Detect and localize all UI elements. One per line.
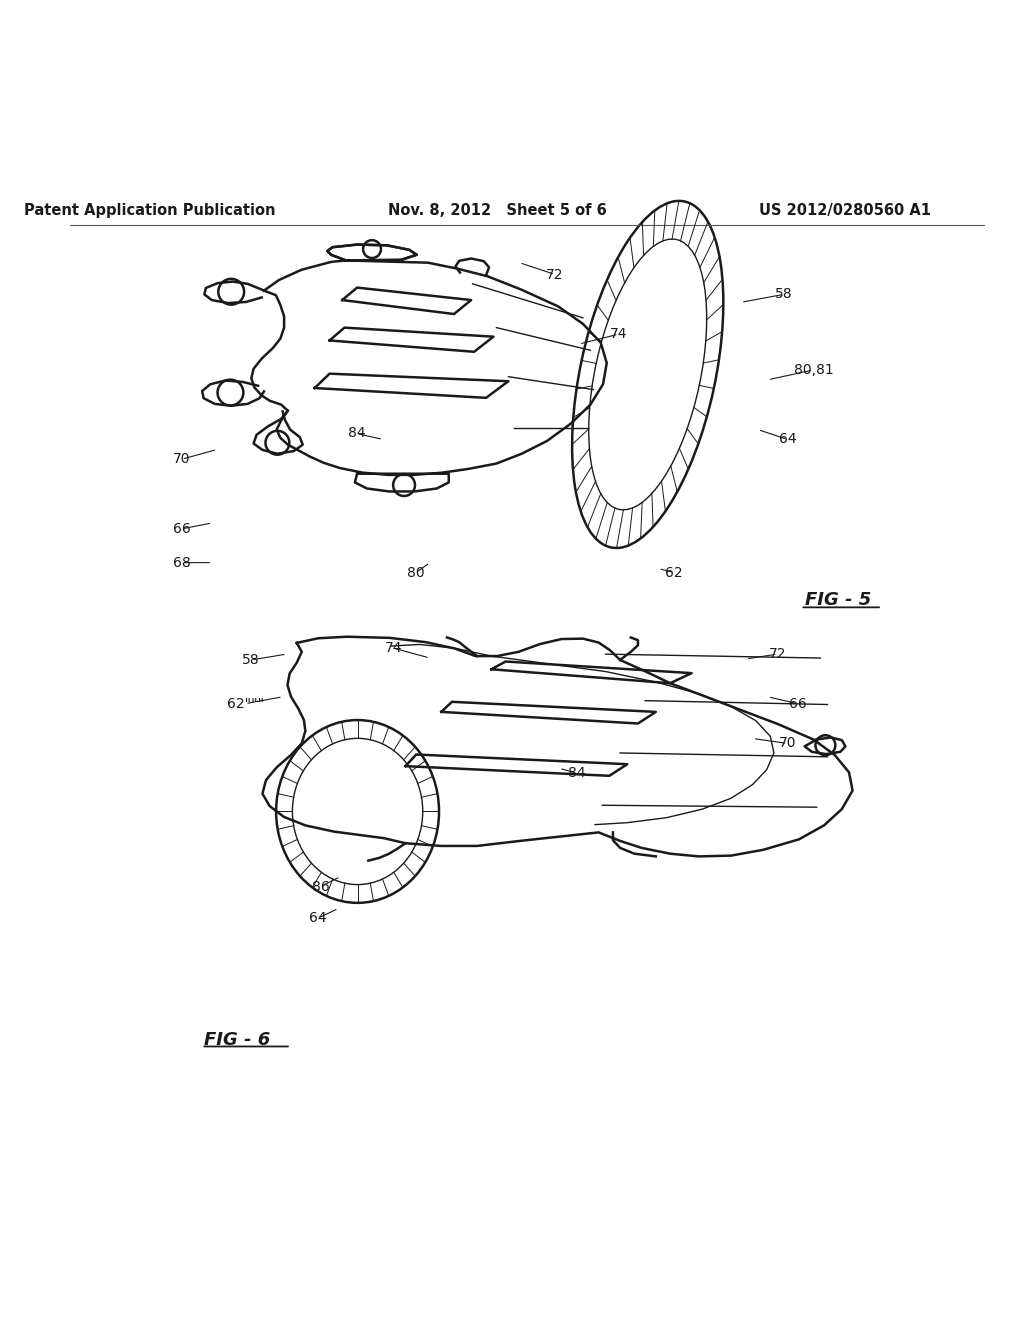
Text: FIG - 5: FIG - 5: [806, 591, 871, 610]
Text: 64: 64: [309, 911, 327, 925]
Text: 58: 58: [775, 288, 793, 301]
Text: 72: 72: [769, 647, 786, 661]
Text: FIG - 6: FIG - 6: [205, 1031, 270, 1048]
Text: 70: 70: [779, 737, 797, 751]
Text: 64: 64: [778, 433, 797, 446]
Text: 84: 84: [347, 426, 366, 441]
Text: 58: 58: [243, 653, 260, 667]
Text: Nov. 8, 2012   Sheet 5 of 6: Nov. 8, 2012 Sheet 5 of 6: [388, 203, 607, 218]
Text: US 2012/0280560 A1: US 2012/0280560 A1: [759, 203, 931, 218]
Text: 62""": 62""": [226, 697, 263, 710]
Text: 74: 74: [610, 327, 628, 341]
Text: 80,81: 80,81: [794, 363, 834, 378]
Text: 62: 62: [666, 565, 683, 579]
Text: Patent Application Publication: Patent Application Publication: [24, 203, 275, 218]
Text: 68: 68: [173, 556, 190, 570]
Text: 70: 70: [173, 453, 190, 466]
Text: 84: 84: [568, 766, 586, 780]
Text: 66: 66: [788, 697, 806, 710]
Text: 86: 86: [311, 879, 330, 894]
Text: 72: 72: [547, 268, 564, 281]
Text: 66: 66: [173, 521, 190, 536]
Text: 80: 80: [408, 565, 425, 579]
Text: 74: 74: [384, 642, 401, 655]
